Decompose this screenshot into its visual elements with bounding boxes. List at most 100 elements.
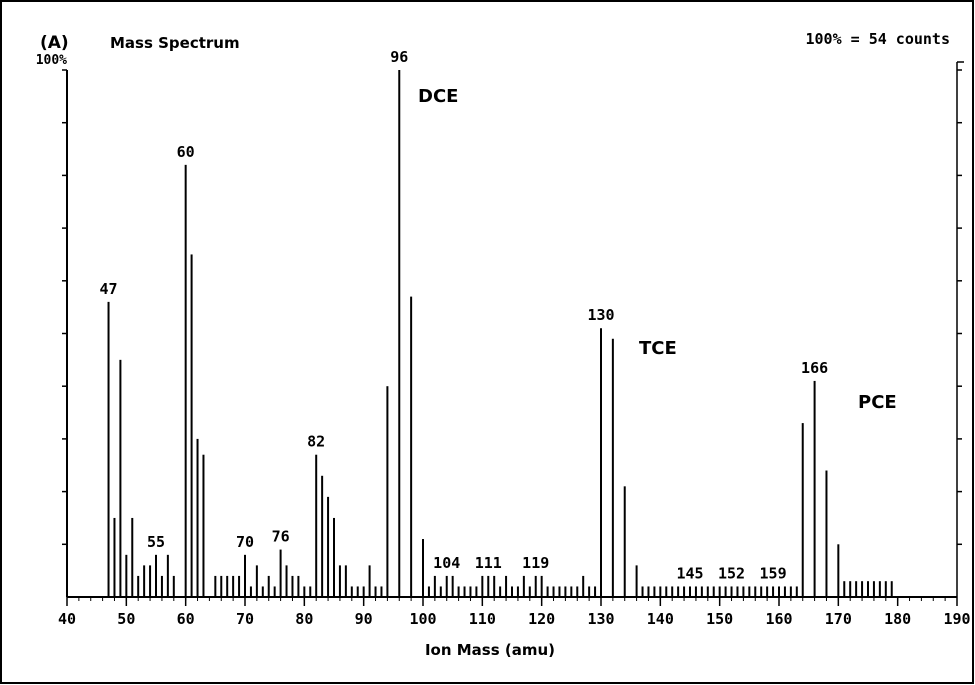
peak xyxy=(303,586,306,597)
peak xyxy=(570,586,573,597)
peak xyxy=(356,586,359,597)
peak xyxy=(611,338,614,597)
compound-label: PCE xyxy=(858,392,897,413)
peak xyxy=(433,575,436,597)
x-tick-label: 80 xyxy=(295,610,313,628)
peak xyxy=(801,423,804,597)
peak-label: 70 xyxy=(236,533,254,551)
peak xyxy=(748,586,751,597)
peak xyxy=(576,586,579,597)
peak xyxy=(499,586,502,597)
peak xyxy=(220,575,223,597)
peak xyxy=(445,575,448,597)
peak xyxy=(380,586,383,597)
peak xyxy=(564,586,567,597)
peak xyxy=(778,586,780,597)
peak xyxy=(724,586,727,597)
peak-label: 104 xyxy=(433,554,460,572)
peak xyxy=(635,565,638,597)
peak xyxy=(451,575,454,597)
peak xyxy=(202,454,205,597)
peak xyxy=(398,70,401,597)
peak xyxy=(160,575,163,597)
peak xyxy=(546,586,549,597)
peak-label: 166 xyxy=(801,359,828,377)
peak xyxy=(861,581,864,597)
peak xyxy=(315,454,318,597)
peak xyxy=(766,586,769,597)
peak xyxy=(718,586,721,597)
peak xyxy=(166,554,169,597)
peak xyxy=(516,586,519,597)
peak xyxy=(795,586,798,597)
peak xyxy=(528,586,531,597)
peak xyxy=(505,575,508,597)
peak xyxy=(677,586,680,597)
peak xyxy=(238,575,241,597)
peak xyxy=(155,554,157,597)
peak xyxy=(789,586,792,597)
peak xyxy=(582,575,585,597)
scale-note: 100% = 54 counts xyxy=(806,30,951,48)
peak xyxy=(706,586,709,597)
peak xyxy=(683,586,686,597)
peak xyxy=(878,581,881,597)
peak-label: 145 xyxy=(676,564,703,582)
peak xyxy=(439,586,442,597)
x-tick-label: 180 xyxy=(884,610,911,628)
peak xyxy=(712,586,715,597)
peak xyxy=(297,575,300,597)
peak xyxy=(368,565,371,597)
peak xyxy=(659,586,662,597)
peak-label: 159 xyxy=(760,564,787,582)
peak xyxy=(754,586,757,597)
peak xyxy=(783,586,786,597)
peak xyxy=(255,565,258,597)
peak xyxy=(214,575,217,597)
peak xyxy=(481,575,484,597)
peak xyxy=(534,575,537,597)
peak xyxy=(647,586,650,597)
x-tick-label: 190 xyxy=(943,610,970,628)
peak xyxy=(338,565,341,597)
peak xyxy=(511,586,513,597)
peak xyxy=(843,581,846,597)
peak xyxy=(552,586,555,597)
peak xyxy=(487,575,490,597)
peak xyxy=(321,475,324,597)
compound-label: TCE xyxy=(639,338,677,359)
peak xyxy=(244,554,246,597)
peak xyxy=(540,575,543,597)
peak-label: 119 xyxy=(522,554,549,572)
peak xyxy=(327,496,330,597)
x-tick-label: 70 xyxy=(236,610,254,628)
x-tick-label: 140 xyxy=(647,610,674,628)
peak xyxy=(463,586,466,597)
peak xyxy=(522,575,525,597)
chart-title: Mass Spectrum xyxy=(110,34,240,52)
peak xyxy=(890,581,893,597)
peak xyxy=(113,517,116,597)
peak-label: 111 xyxy=(475,554,502,572)
peak xyxy=(594,586,597,597)
peak xyxy=(309,586,312,597)
x-tick-label: 110 xyxy=(469,610,496,628)
peak xyxy=(427,586,430,597)
x-tick-label: 160 xyxy=(765,610,792,628)
peak xyxy=(689,586,691,597)
peak xyxy=(457,586,460,597)
peak xyxy=(855,581,858,597)
peak xyxy=(226,575,229,597)
peak xyxy=(671,586,674,597)
peak xyxy=(143,565,146,597)
x-tick-label: 40 xyxy=(58,610,76,628)
compound-label: DCE xyxy=(418,86,458,107)
x-tick-label: 170 xyxy=(825,610,852,628)
peak xyxy=(362,586,365,597)
peak-label: 76 xyxy=(272,528,290,546)
peak-label: 96 xyxy=(390,48,408,66)
peak xyxy=(422,539,424,597)
peak xyxy=(469,586,472,597)
